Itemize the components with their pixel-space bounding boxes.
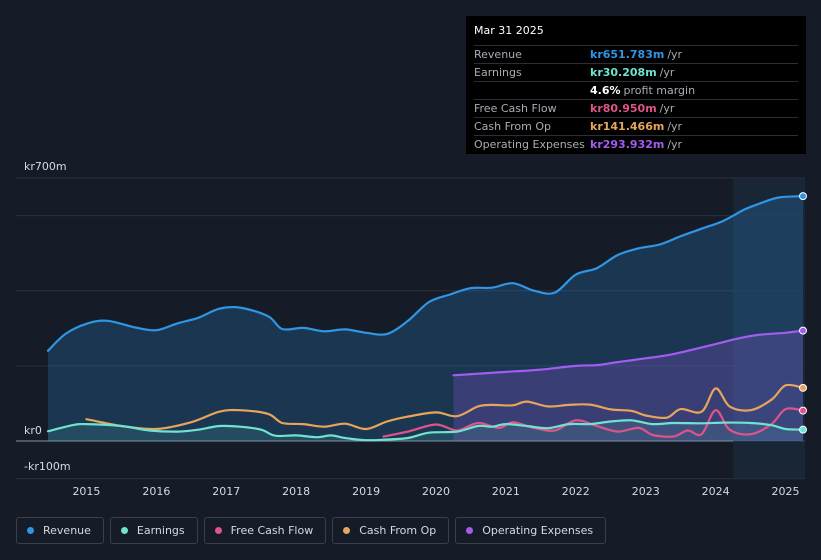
legend-dot-icon <box>466 527 474 534</box>
tooltip-row: Cash From Op kr141.466m/yr <box>474 118 798 136</box>
cash-from-op-line <box>85 383 805 431</box>
tooltip-row: Revenue kr651.783m/yr <box>474 46 798 64</box>
tooltip-row-unit: /yr <box>659 66 675 79</box>
legend-dot-icon <box>343 527 351 534</box>
legend-label: Earnings <box>136 524 185 537</box>
free-cash-flow-endpoint <box>799 406 807 415</box>
x-tick-label: 2018 <box>282 485 310 498</box>
tooltip-row-unit: /yr <box>667 48 683 61</box>
tooltip-date: Mar 31 2025 <box>474 23 798 46</box>
legend-label: Revenue <box>43 524 91 537</box>
x-tick-label: 2024 <box>702 485 730 498</box>
legend-item-earnings[interactable]: Earnings <box>109 517 198 544</box>
x-tick-label: 2021 <box>492 485 520 498</box>
tooltip-row-value: 4.6% <box>590 84 621 97</box>
x-axis-labels: 2015 2016 2017 2018 2019 2020 2021 2022 2023 2024… <box>72 485 799 498</box>
tooltip-row: 4.6% profit margin <box>474 82 798 100</box>
x-tick-label: 2023 <box>632 485 660 498</box>
tooltip-row: Free Cash Flow kr80.950m/yr <box>474 100 798 118</box>
cash-from-op-endpoint <box>799 383 807 392</box>
legend-label: Free Cash Flow <box>230 524 314 537</box>
legend-dot-icon <box>27 527 34 534</box>
x-tick-label: 2020 <box>422 485 450 498</box>
earnings-area <box>48 420 803 441</box>
x-tick-label: 2015 <box>72 485 100 498</box>
free-cash-flow-line <box>382 407 805 438</box>
tooltip-row: Operating Expenses kr293.932m/yr <box>474 136 798 153</box>
tooltip-row-unit: profit margin <box>623 84 696 97</box>
earnings-endpoint <box>799 425 807 434</box>
y-tick-zero: kr0 <box>24 424 42 437</box>
tooltip-panel: Mar 31 2025 Revenue kr651.783m/yr Earnings… <box>466 16 806 154</box>
revenue-endpoint <box>799 192 807 201</box>
tooltip-row-unit: /yr <box>659 102 675 115</box>
tooltip-row-label: Free Cash Flow <box>474 102 557 115</box>
operating-expenses-area <box>453 330 803 441</box>
tooltip-row-value: kr80.950m <box>590 102 657 115</box>
tooltip-row-unit: /yr <box>667 138 683 151</box>
tooltip-row: Earnings kr30.208m/yr <box>474 64 798 82</box>
legend-dot-icon <box>120 527 128 534</box>
tooltip-row-value: kr30.208m <box>590 66 657 79</box>
tooltip-row-label: Operating Expenses <box>474 138 585 151</box>
grid-lines <box>16 177 805 480</box>
tooltip-row-label <box>474 82 590 99</box>
legend: Revenue Earnings Free Cash Flow Cash From O… <box>16 517 607 546</box>
y-tick-bottom: -kr100m <box>24 460 71 473</box>
legend-label: Operating Expenses <box>482 524 594 537</box>
x-tick-label: 2025 <box>772 485 800 498</box>
earnings-line <box>46 419 805 442</box>
legend-item-free-cash-flow[interactable]: Free Cash Flow <box>203 517 327 544</box>
y-tick-top: kr700m <box>24 160 67 173</box>
tooltip-row-unit: /yr <box>667 120 683 133</box>
legend-item-revenue[interactable]: Revenue <box>16 517 104 544</box>
x-tick-label: 2019 <box>352 485 380 498</box>
highlight-region <box>733 178 805 478</box>
revenue-line <box>46 195 805 352</box>
series-endpoints <box>799 192 807 434</box>
x-tick-label: 2022 <box>562 485 590 498</box>
legend-item-cash-from-op[interactable]: Cash From Op <box>332 517 450 544</box>
tooltip-row-label: Revenue <box>474 48 522 61</box>
legend-item-operating-expenses[interactable]: Operating Expenses <box>455 517 607 544</box>
operating-expenses-endpoint <box>799 326 807 335</box>
series-lines <box>46 195 805 442</box>
tooltip-row-label: Cash From Op <box>474 120 552 133</box>
x-tick-label: 2017 <box>212 485 240 498</box>
tooltip-row-label: Earnings <box>474 66 522 79</box>
tooltip-row-value: kr141.466m <box>590 120 665 133</box>
tooltip-row-value: kr293.932m <box>590 138 665 151</box>
operating-expenses-line <box>452 329 805 377</box>
legend-dot-icon <box>214 527 222 534</box>
x-tick-label: 2016 <box>142 485 170 498</box>
legend-label: Cash From Op <box>359 524 437 537</box>
tooltip-row-value: kr651.783m <box>590 48 665 61</box>
